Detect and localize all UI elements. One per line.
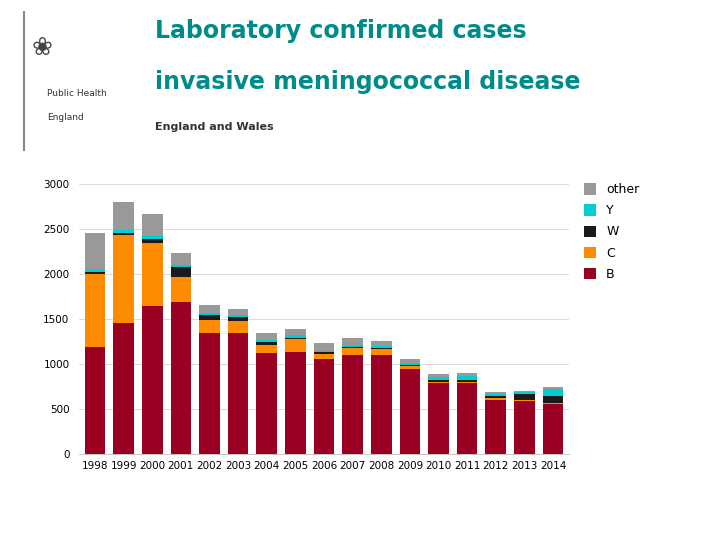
- Bar: [256, 340, 277, 342]
- Bar: [285, 338, 306, 339]
- Bar: [543, 389, 563, 396]
- Bar: [199, 333, 220, 454]
- Bar: [342, 348, 363, 355]
- Bar: [314, 359, 334, 454]
- Bar: [113, 233, 134, 235]
- Bar: [314, 352, 334, 354]
- Bar: [514, 390, 535, 391]
- Bar: [199, 320, 220, 333]
- Bar: [428, 380, 449, 382]
- Bar: [514, 394, 535, 400]
- Bar: [171, 267, 191, 277]
- Bar: [199, 313, 220, 314]
- Bar: [428, 377, 449, 380]
- Bar: [514, 392, 535, 394]
- Legend: other, Y, W, C, B: other, Y, W, C, B: [579, 178, 644, 286]
- Bar: [314, 354, 334, 359]
- Bar: [514, 400, 535, 401]
- Bar: [371, 346, 392, 348]
- Bar: [485, 394, 506, 396]
- Bar: [142, 239, 163, 243]
- Bar: [342, 355, 363, 454]
- Bar: [485, 393, 506, 394]
- Bar: [342, 339, 363, 345]
- Bar: [199, 305, 220, 313]
- Bar: [400, 366, 420, 369]
- Bar: [113, 231, 134, 233]
- Bar: [142, 243, 163, 306]
- Bar: [85, 274, 105, 347]
- Bar: [85, 233, 105, 269]
- Bar: [457, 380, 477, 382]
- Bar: [428, 383, 449, 454]
- Text: invasive meningococcal disease: invasive meningococcal disease: [155, 70, 580, 94]
- Bar: [514, 401, 535, 454]
- Bar: [113, 323, 134, 454]
- Bar: [85, 347, 105, 454]
- Bar: [457, 383, 477, 454]
- Bar: [142, 236, 163, 239]
- Text: Laboratory confirmed cases: Laboratory confirmed cases: [155, 19, 526, 43]
- Bar: [485, 399, 506, 400]
- Bar: [256, 342, 277, 345]
- Text: England and Wales: England and Wales: [155, 122, 274, 132]
- Bar: [142, 214, 163, 236]
- Text: Public Health: Public Health: [47, 90, 107, 98]
- Bar: [228, 333, 248, 454]
- Bar: [543, 396, 563, 403]
- Bar: [285, 339, 306, 352]
- Bar: [142, 306, 163, 454]
- Bar: [543, 403, 563, 404]
- Bar: [371, 349, 392, 355]
- Bar: [256, 353, 277, 454]
- Bar: [171, 277, 191, 302]
- Bar: [285, 352, 306, 454]
- Bar: [371, 348, 392, 349]
- Bar: [457, 373, 477, 376]
- Bar: [428, 382, 449, 383]
- Bar: [285, 329, 306, 335]
- Bar: [428, 374, 449, 377]
- Bar: [543, 387, 563, 389]
- Text: 63: 63: [18, 511, 43, 529]
- Bar: [400, 359, 420, 363]
- Bar: [400, 365, 420, 366]
- Bar: [199, 314, 220, 320]
- Bar: [228, 309, 248, 315]
- Bar: [171, 253, 191, 265]
- Bar: [342, 347, 363, 348]
- Bar: [485, 400, 506, 454]
- Text: England: England: [47, 113, 84, 122]
- Bar: [314, 350, 334, 352]
- Bar: [113, 235, 134, 323]
- Bar: [228, 321, 248, 333]
- Bar: [485, 396, 506, 399]
- Bar: [371, 355, 392, 454]
- Bar: [457, 382, 477, 383]
- Bar: [314, 343, 334, 350]
- Bar: [457, 376, 477, 380]
- Bar: [543, 404, 563, 454]
- Bar: [256, 333, 277, 340]
- Bar: [400, 363, 420, 365]
- Bar: [342, 345, 363, 347]
- Bar: [85, 272, 105, 274]
- Bar: [400, 369, 420, 454]
- Bar: [371, 341, 392, 346]
- Text: ❀: ❀: [32, 36, 53, 60]
- Bar: [228, 315, 248, 317]
- Bar: [113, 201, 134, 231]
- Bar: [171, 265, 191, 267]
- Bar: [285, 335, 306, 338]
- Bar: [256, 345, 277, 353]
- Bar: [228, 317, 248, 321]
- Bar: [85, 269, 105, 272]
- Bar: [171, 302, 191, 454]
